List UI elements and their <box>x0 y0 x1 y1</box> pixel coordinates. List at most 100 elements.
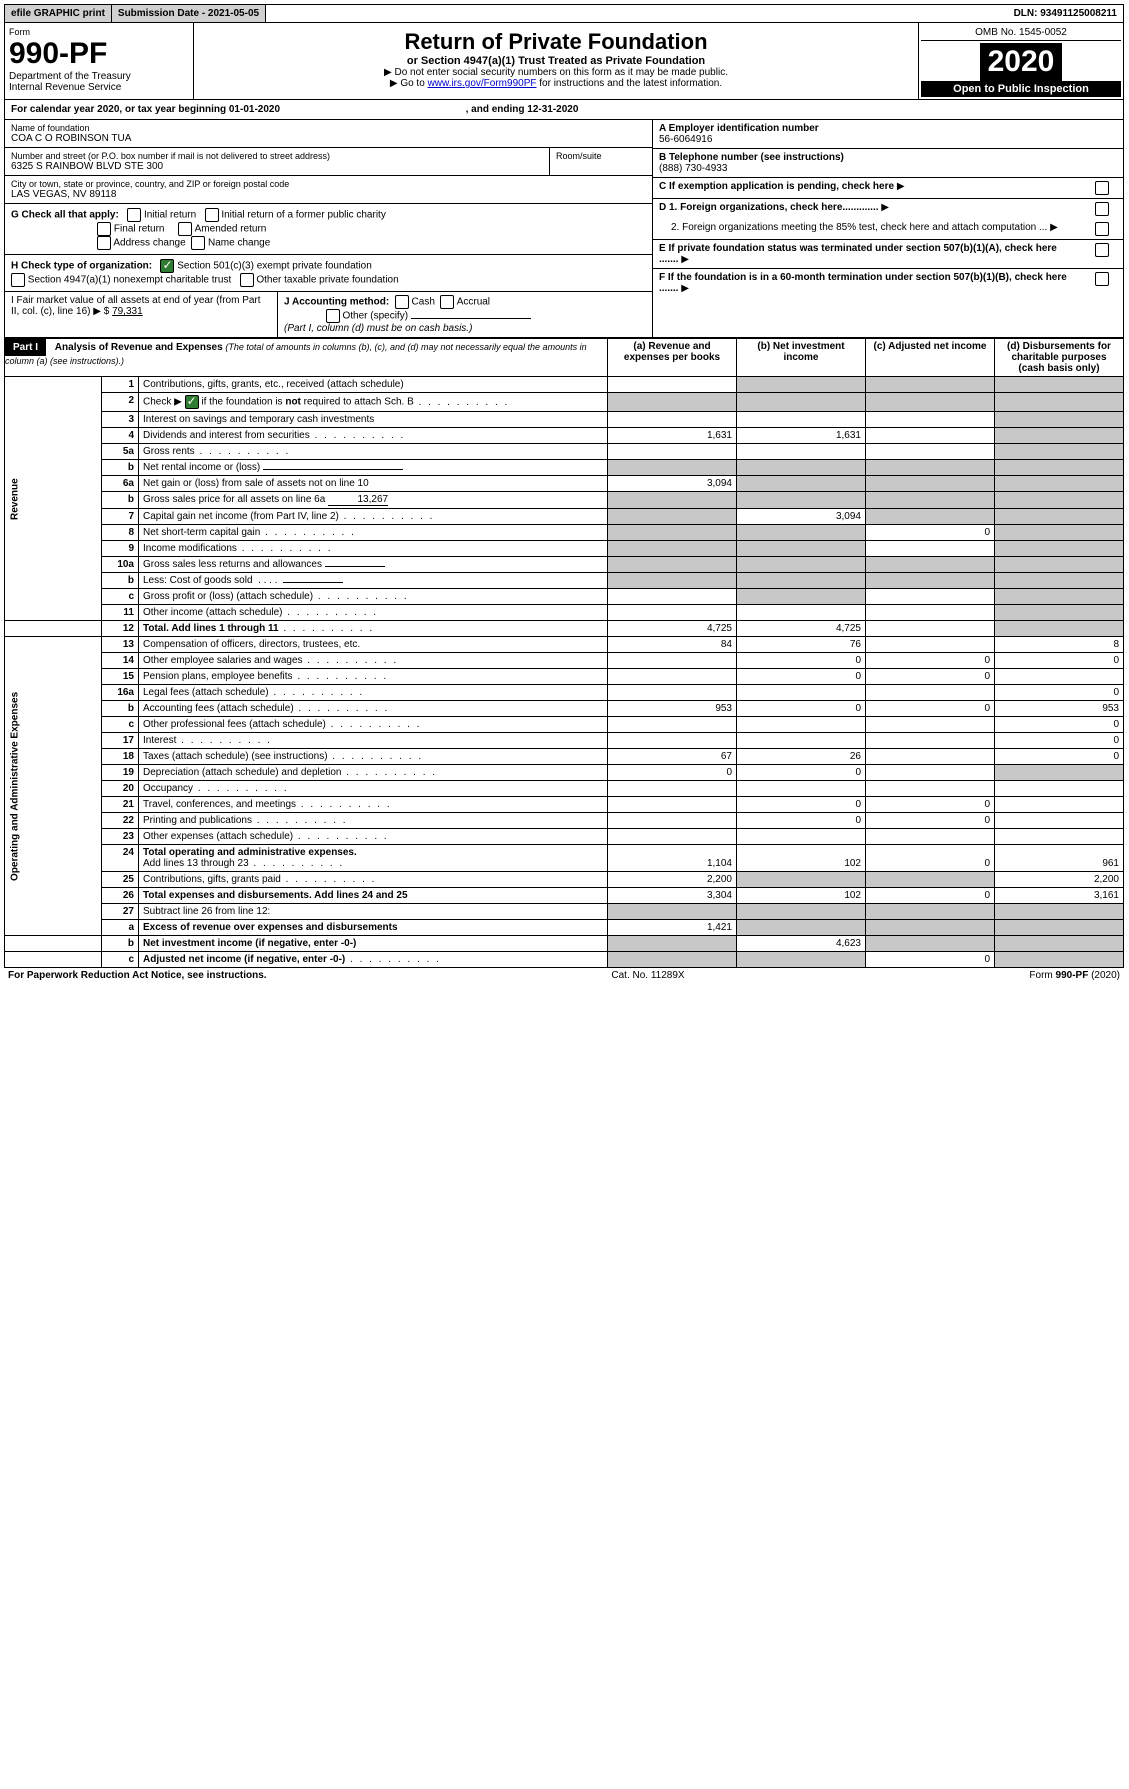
val-16bb: 0 <box>737 701 866 717</box>
row-27: Subtract line 26 from line 12: <box>139 904 608 920</box>
val-13b: 76 <box>737 637 866 653</box>
footer-mid: Cat. No. 11289X <box>611 970 684 981</box>
instruction-2-pre: ▶ Go to <box>390 78 428 89</box>
val-12b: 4,725 <box>737 621 866 637</box>
checkbox-f[interactable] <box>1095 272 1109 286</box>
row-17: Interest <box>143 735 176 746</box>
g-label: G Check all that apply: <box>11 210 119 221</box>
row-10b: Less: Cost of goods sold <box>143 575 253 586</box>
open-inspection: Open to Public Inspection <box>921 81 1121 97</box>
submission-date: Submission Date - 2021-05-05 <box>112 5 266 22</box>
final-return-label: Final return <box>114 224 165 235</box>
checkbox-initial-former[interactable] <box>205 208 219 222</box>
section-h: H Check type of organization: Section 50… <box>5 255 652 292</box>
checkbox-501c3[interactable] <box>160 259 174 273</box>
checkbox-sch-b[interactable] <box>185 395 199 409</box>
page-footer: For Paperwork Reduction Act Notice, see … <box>4 968 1124 983</box>
checkbox-final-return[interactable] <box>97 222 111 236</box>
val-13a: 84 <box>608 637 737 653</box>
row-10a: Gross sales less returns and allowances <box>143 559 322 570</box>
irs-label: Internal Revenue Service <box>9 82 189 93</box>
checkbox-other-method[interactable] <box>326 309 340 323</box>
checkbox-4947[interactable] <box>11 273 25 287</box>
val-18a: 67 <box>608 749 737 765</box>
val-6b-sales: 13,267 <box>328 494 388 506</box>
row-22: Printing and publications <box>143 815 252 826</box>
row-16b: Accounting fees (attach schedule) <box>143 703 294 714</box>
val-13d: 8 <box>995 637 1124 653</box>
row-26: Total expenses and disbursements. Add li… <box>143 890 408 901</box>
val-14d: 0 <box>995 653 1124 669</box>
e-label: E If private foundation status was termi… <box>659 243 1057 265</box>
row-13: Compensation of officers, directors, tru… <box>139 637 608 653</box>
checkbox-amended[interactable] <box>178 222 192 236</box>
val-27b: 4,623 <box>737 936 866 952</box>
room-label: Room/suite <box>556 151 646 161</box>
form-subtitle: or Section 4947(a)(1) Trust Treated as P… <box>200 55 912 67</box>
omb-number: OMB No. 1545-0052 <box>921 25 1121 41</box>
accrual-label: Accrual <box>457 297 490 308</box>
val-21c: 0 <box>866 797 995 813</box>
initial-return-label: Initial return <box>144 210 196 221</box>
j-label: J Accounting method: <box>284 297 389 308</box>
checkbox-name-change[interactable] <box>191 236 205 250</box>
val-6a: 3,094 <box>608 476 737 492</box>
val-22b: 0 <box>737 813 866 829</box>
checkbox-c[interactable] <box>1095 181 1109 195</box>
checkbox-initial-return[interactable] <box>127 208 141 222</box>
irs-link[interactable]: www.irs.gov/Form990PF <box>428 78 537 89</box>
h1-label: Section 501(c)(3) exempt private foundat… <box>177 261 372 272</box>
val-24d: 961 <box>995 845 1124 872</box>
row-8: Net short-term capital gain <box>143 527 260 538</box>
val-25a: 2,200 <box>608 872 737 888</box>
c-label: C If exemption application is pending, c… <box>659 181 894 192</box>
checkbox-d1[interactable] <box>1095 202 1109 216</box>
val-4a: 1,631 <box>608 428 737 444</box>
footer-left: For Paperwork Reduction Act Notice, see … <box>8 970 267 981</box>
instruction-1: ▶ Do not enter social security numbers o… <box>200 67 912 78</box>
top-bar: efile GRAPHIC print Submission Date - 20… <box>4 4 1124 23</box>
row-15: Pension plans, employee benefits <box>143 671 293 682</box>
row-16a: Legal fees (attach schedule) <box>143 687 269 698</box>
form-title: Return of Private Foundation <box>200 29 912 55</box>
row-16c: Other professional fees (attach schedule… <box>143 719 326 730</box>
checkbox-cash[interactable] <box>395 295 409 309</box>
checkbox-accrual[interactable] <box>440 295 454 309</box>
col-c-header: (c) Adjusted net income <box>866 339 995 377</box>
checkbox-d2[interactable] <box>1095 222 1109 236</box>
form-number: 990-PF <box>9 37 189 71</box>
entity-info: Name of foundation COA C O ROBINSON TUA … <box>4 120 1124 338</box>
efile-print-button[interactable]: efile GRAPHIC print <box>5 5 112 22</box>
row-20: Occupancy <box>143 783 193 794</box>
val-15b: 0 <box>737 669 866 685</box>
val-27a: 1,421 <box>608 920 737 936</box>
checkbox-e[interactable] <box>1095 243 1109 257</box>
row-25: Contributions, gifts, grants paid <box>143 874 281 885</box>
row-10c: Gross profit or (loss) (attach schedule) <box>143 591 313 602</box>
part1-table: Part I Analysis of Revenue and Expenses … <box>4 338 1124 968</box>
val-16bd: 953 <box>995 701 1124 717</box>
part1-title: Analysis of Revenue and Expenses <box>55 342 223 353</box>
revenue-section-label: Revenue <box>5 377 102 621</box>
checkbox-address-change[interactable] <box>97 236 111 250</box>
cal-begin: 01-01-2020 <box>229 104 280 115</box>
f-label: F If the foundation is in a 60-month ter… <box>659 272 1067 294</box>
val-27c: 0 <box>866 952 995 968</box>
val-17d: 0 <box>995 733 1124 749</box>
row-14: Other employee salaries and wages <box>143 655 303 666</box>
phone-label: B Telephone number (see instructions) <box>659 152 844 163</box>
cal-end: 12-31-2020 <box>527 104 578 115</box>
row-27a: Excess of revenue over expenses and disb… <box>143 922 398 933</box>
d1-label: D 1. Foreign organizations, check here..… <box>659 202 879 213</box>
val-15c: 0 <box>866 669 995 685</box>
calendar-year-row: For calendar year 2020, or tax year begi… <box>4 100 1124 120</box>
dept-label: Department of the Treasury <box>9 71 189 82</box>
val-19a: 0 <box>608 765 737 781</box>
cash-label: Cash <box>412 297 435 308</box>
part1-label: Part I <box>5 339 46 356</box>
val-25d: 2,200 <box>995 872 1124 888</box>
val-24b: 102 <box>737 845 866 872</box>
checkbox-other-taxable[interactable] <box>240 273 254 287</box>
row-9: Income modifications <box>143 543 237 554</box>
row-3: Interest on savings and temporary cash i… <box>139 412 608 428</box>
